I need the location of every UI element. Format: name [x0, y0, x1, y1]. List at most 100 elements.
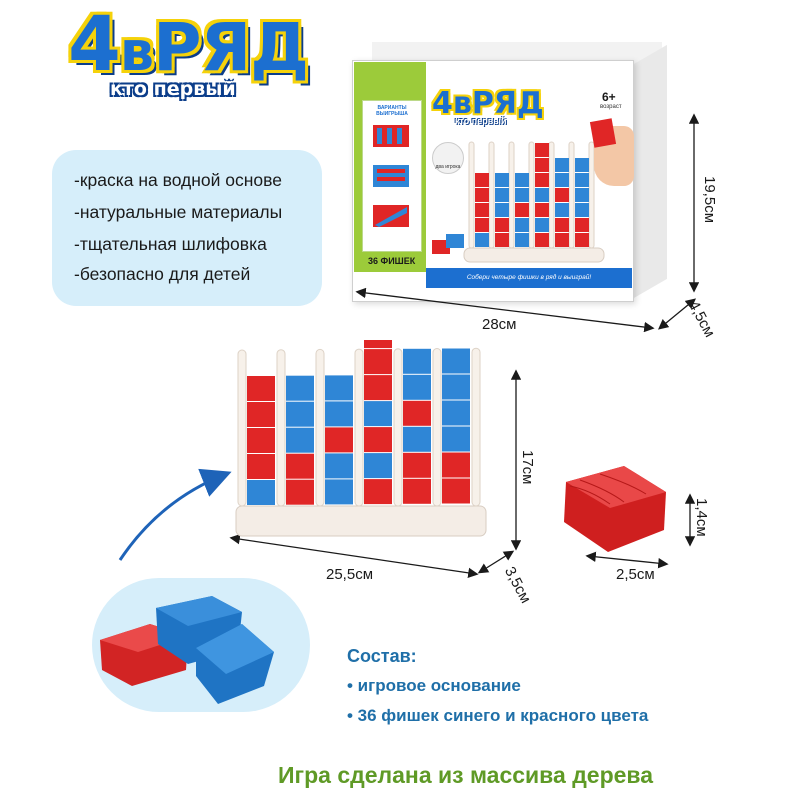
- box-tagline: Собери четыре фишки в ряд и выиграй!: [426, 268, 632, 288]
- stand-chip: [325, 375, 353, 401]
- box-chips-illustration: [432, 234, 464, 254]
- stand-width-line: [229, 533, 479, 579]
- stand-chip: [475, 233, 489, 247]
- stand-chip: [575, 158, 589, 172]
- stand-chip: [575, 233, 589, 247]
- stand-chip: [515, 233, 529, 247]
- stand-chip: [286, 401, 314, 427]
- logo-title-number: 4: [68, 0, 121, 88]
- box-width-label: 28см: [482, 316, 517, 333]
- box-depth-line: [657, 298, 697, 330]
- box-players-label: два игрока: [435, 164, 461, 170]
- box-variants-card: ВАРИАНТЫ ВЫИГРЫША: [362, 100, 422, 252]
- footer-material-note: Игра сделана из массива дерева: [278, 762, 654, 788]
- stand-chip: [535, 158, 549, 172]
- stand-chip: [442, 452, 470, 478]
- stand-chip: [535, 143, 549, 157]
- stand-depth-line: [477, 550, 515, 574]
- stand-chip: [515, 218, 529, 232]
- feature-item: -тщательная шлифовка: [74, 234, 267, 254]
- stand-chip: [535, 173, 549, 187]
- stand-chip: [555, 233, 569, 247]
- composition-item: • игровое основание: [347, 676, 521, 695]
- feature-item: -безопасно для детей: [74, 264, 251, 284]
- stand-chip: [247, 376, 275, 401]
- stand-peg: [471, 347, 481, 507]
- stand-base: [463, 247, 605, 263]
- composition-title: Состав:: [347, 646, 417, 666]
- box-subtitle: кто первый: [455, 116, 507, 126]
- stand-chip: [403, 452, 431, 478]
- stand-chip: [575, 218, 589, 232]
- stand-peg: [276, 349, 286, 507]
- box-height-label: 19,5см: [701, 176, 718, 224]
- stand-chip: [515, 203, 529, 217]
- stand-peg: [432, 348, 442, 507]
- stand-peg: [354, 348, 364, 507]
- composition-item: • 36 фишек синего и красного цвета: [347, 706, 649, 725]
- stand-chip: [247, 454, 275, 479]
- stand-chip: [442, 400, 470, 426]
- stand-chip: [495, 233, 509, 247]
- chip-width-label: 2,5см: [616, 566, 655, 583]
- logo-title-word: РЯД: [153, 9, 309, 86]
- stand-height-label: 17см: [519, 450, 536, 485]
- feature-item: -краска на водной основе: [74, 170, 283, 190]
- stand-chip: [325, 401, 353, 427]
- stand-chip: [403, 348, 431, 374]
- stand-base: [235, 505, 487, 537]
- chip-width-line: [585, 551, 669, 569]
- box-age-label: возраст: [600, 104, 622, 110]
- stand-chip: [364, 427, 392, 453]
- box-stand-illustration: [463, 141, 605, 263]
- single-red-chip: [564, 466, 666, 552]
- stand-chip: [364, 453, 392, 479]
- box-title: 4вРЯД: [432, 86, 544, 121]
- stand-chip: [535, 218, 549, 232]
- box-width-line: [355, 287, 655, 333]
- stand-chip: [442, 426, 470, 452]
- stand-chip: [364, 375, 392, 401]
- stand-peg: [468, 141, 475, 249]
- stand-chip: [555, 158, 569, 172]
- stand-chip: [535, 233, 549, 247]
- stand-chip: [364, 349, 392, 375]
- stand-chip: [535, 203, 549, 217]
- stand-chip: [403, 426, 431, 452]
- stand-chip: [495, 218, 509, 232]
- stand-chip: [403, 478, 431, 504]
- chip-height-label: 1,4см: [693, 498, 710, 537]
- stand-chip: [442, 348, 470, 374]
- stand-chip: [403, 374, 431, 400]
- logo-title-letter: в: [119, 20, 154, 83]
- stand-chip: [495, 188, 509, 202]
- stand-chip: [286, 375, 314, 401]
- stand-chip: [575, 173, 589, 187]
- stand-chip: [403, 400, 431, 426]
- stand-chip: [286, 453, 314, 479]
- stand-chip: [325, 453, 353, 479]
- box-chips-count: 36 ФИШЕК: [368, 256, 416, 266]
- stand-chip: [325, 479, 353, 505]
- stand-chip: [475, 218, 489, 232]
- stand-chip: [364, 401, 392, 427]
- stand-chip: [475, 173, 489, 187]
- stand-chip: [555, 218, 569, 232]
- stand-chip: [286, 479, 314, 505]
- stand-chip: [555, 188, 569, 202]
- stand-chip: [247, 480, 275, 505]
- stand-chip: [364, 340, 392, 349]
- stand-chip: [475, 203, 489, 217]
- logo-title: 4вРЯД: [68, 6, 309, 83]
- stand-chip: [442, 478, 470, 504]
- stand-chip: [247, 428, 275, 453]
- stand-chip: [555, 173, 569, 187]
- stand-chip: [495, 203, 509, 217]
- chips-closeup-image: [100, 596, 274, 704]
- features-panel: -краска на водной основе -натуральные ма…: [52, 150, 322, 306]
- box-variants-label: ВАРИАНТЫ ВЫИГРЫША: [376, 105, 408, 117]
- zoom-arrow: [118, 468, 232, 561]
- chips-closeup: [92, 578, 310, 712]
- box-variants-illustration: [373, 125, 409, 227]
- stand-chip: [515, 188, 529, 202]
